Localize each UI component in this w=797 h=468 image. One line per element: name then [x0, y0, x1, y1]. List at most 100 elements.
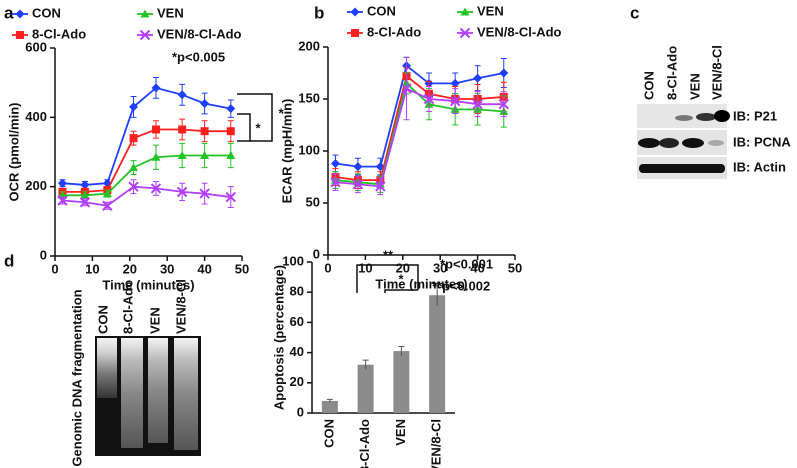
y-tick-label: 600 — [25, 39, 47, 54]
y-tick-label: 200 — [298, 38, 320, 53]
panel-label: a — [4, 3, 14, 22]
panel-label: c — [630, 3, 639, 22]
blot-row-label: IB: Actin — [733, 159, 786, 174]
legend-label: VEN/8-Cl-Ado — [477, 24, 562, 39]
series-line — [335, 87, 504, 188]
x-tick-label: 40 — [197, 261, 211, 276]
panel-label: b — [314, 3, 324, 22]
legend-label: 8-Cl-Ado — [32, 26, 86, 41]
blot-row-label: IB: P21 — [733, 108, 777, 123]
bar — [321, 400, 338, 413]
x-tick-label: 20 — [123, 261, 137, 276]
marker — [57, 178, 67, 188]
y-tick-label: 150 — [298, 90, 320, 105]
marker — [449, 95, 461, 107]
bar — [429, 295, 446, 413]
y-tick-label: 100 — [282, 253, 304, 268]
marker — [177, 90, 187, 100]
marker — [226, 150, 236, 159]
x-tick-label: 10 — [358, 260, 372, 275]
y-axis-label: ECAR (mpH/min) — [279, 99, 294, 204]
annotation: *p<0.001 — [440, 256, 493, 271]
y-tick-label: 80 — [290, 284, 304, 299]
marker — [499, 68, 509, 78]
legend-label: 8-Cl-Ado — [367, 24, 421, 39]
marker — [199, 188, 210, 199]
x-tick-label: 40 — [470, 260, 484, 275]
annotation: * — [255, 120, 261, 135]
marker — [80, 190, 90, 199]
marker — [128, 181, 139, 192]
marker — [200, 98, 210, 108]
x-axis-label: Time (minutes) — [102, 277, 194, 292]
marker — [129, 163, 139, 172]
error-bar — [398, 346, 405, 356]
y-tick-label: 50 — [306, 194, 320, 209]
annotation: **p<0.002 — [432, 278, 490, 293]
marker — [129, 134, 138, 143]
gel — [95, 336, 201, 456]
marker — [102, 200, 113, 211]
series-line — [62, 154, 231, 197]
marker — [226, 104, 236, 114]
bracket — [237, 93, 419, 293]
marker — [375, 181, 386, 192]
marker — [225, 191, 236, 203]
marker — [200, 150, 210, 159]
x-tick-label: VEN — [393, 419, 408, 446]
bar — [357, 364, 374, 413]
marker — [176, 186, 188, 198]
gel-lane-label: VEN/8-Cl — [173, 279, 188, 334]
marker — [178, 125, 187, 134]
y-axis-label: OCR (pmol/min) — [6, 103, 21, 202]
marker — [351, 29, 359, 37]
annotation: *p<0.005 — [172, 49, 225, 64]
gel-lane-label: CON — [95, 305, 110, 334]
x-tick-label: 8-Cl-Ado — [357, 419, 372, 468]
y-tick-label: 0 — [313, 246, 320, 261]
legend-label: VEN/8-Cl-Ado — [157, 26, 242, 41]
marker — [401, 83, 412, 94]
error-bar — [434, 284, 441, 306]
marker — [16, 31, 24, 39]
x-tick-label: 50 — [508, 260, 522, 275]
y-tick-label: 200 — [25, 178, 47, 193]
blot-lane-label: CON — [641, 71, 656, 100]
blot-lane-label: VEN — [687, 73, 702, 100]
y-tick-label: 400 — [25, 109, 47, 124]
x-tick-label: 0 — [324, 260, 331, 275]
y-tick-label: 20 — [290, 374, 304, 389]
y-axis-label: Apoptosis (percentage) — [271, 265, 286, 410]
marker — [102, 189, 112, 198]
marker — [473, 73, 483, 83]
gel-ylabel: Genomic DNA fragmentation — [69, 289, 84, 466]
marker — [151, 125, 160, 134]
marker — [139, 29, 151, 41]
marker — [57, 195, 68, 206]
x-tick-label: 0 — [51, 261, 58, 276]
marker — [423, 93, 435, 105]
x-tick-label: CON — [321, 419, 336, 448]
marker — [150, 183, 162, 194]
marker — [151, 83, 161, 93]
marker — [353, 162, 363, 172]
x-tick-label: 10 — [85, 261, 99, 276]
legend-label: CON — [367, 3, 396, 18]
annotation: * — [278, 105, 284, 120]
x-tick-label: 30 — [433, 260, 447, 275]
marker — [79, 197, 91, 208]
marker — [129, 102, 139, 112]
legend-label: VEN — [157, 5, 184, 20]
annotation: ** — [383, 247, 394, 262]
blot-lane-label: VEN/8-Cl — [709, 45, 724, 100]
gel-lane-label: 8-Cl-Ado — [120, 280, 135, 334]
marker — [200, 127, 209, 136]
blot-lane-label: 8-Cl-Ado — [664, 46, 679, 100]
marker — [330, 176, 341, 188]
blot-row-label: IB: PCNA — [733, 134, 791, 149]
series-line — [62, 185, 231, 207]
marker — [460, 7, 470, 16]
blot — [637, 104, 730, 179]
y-tick-label: 0 — [40, 247, 47, 262]
